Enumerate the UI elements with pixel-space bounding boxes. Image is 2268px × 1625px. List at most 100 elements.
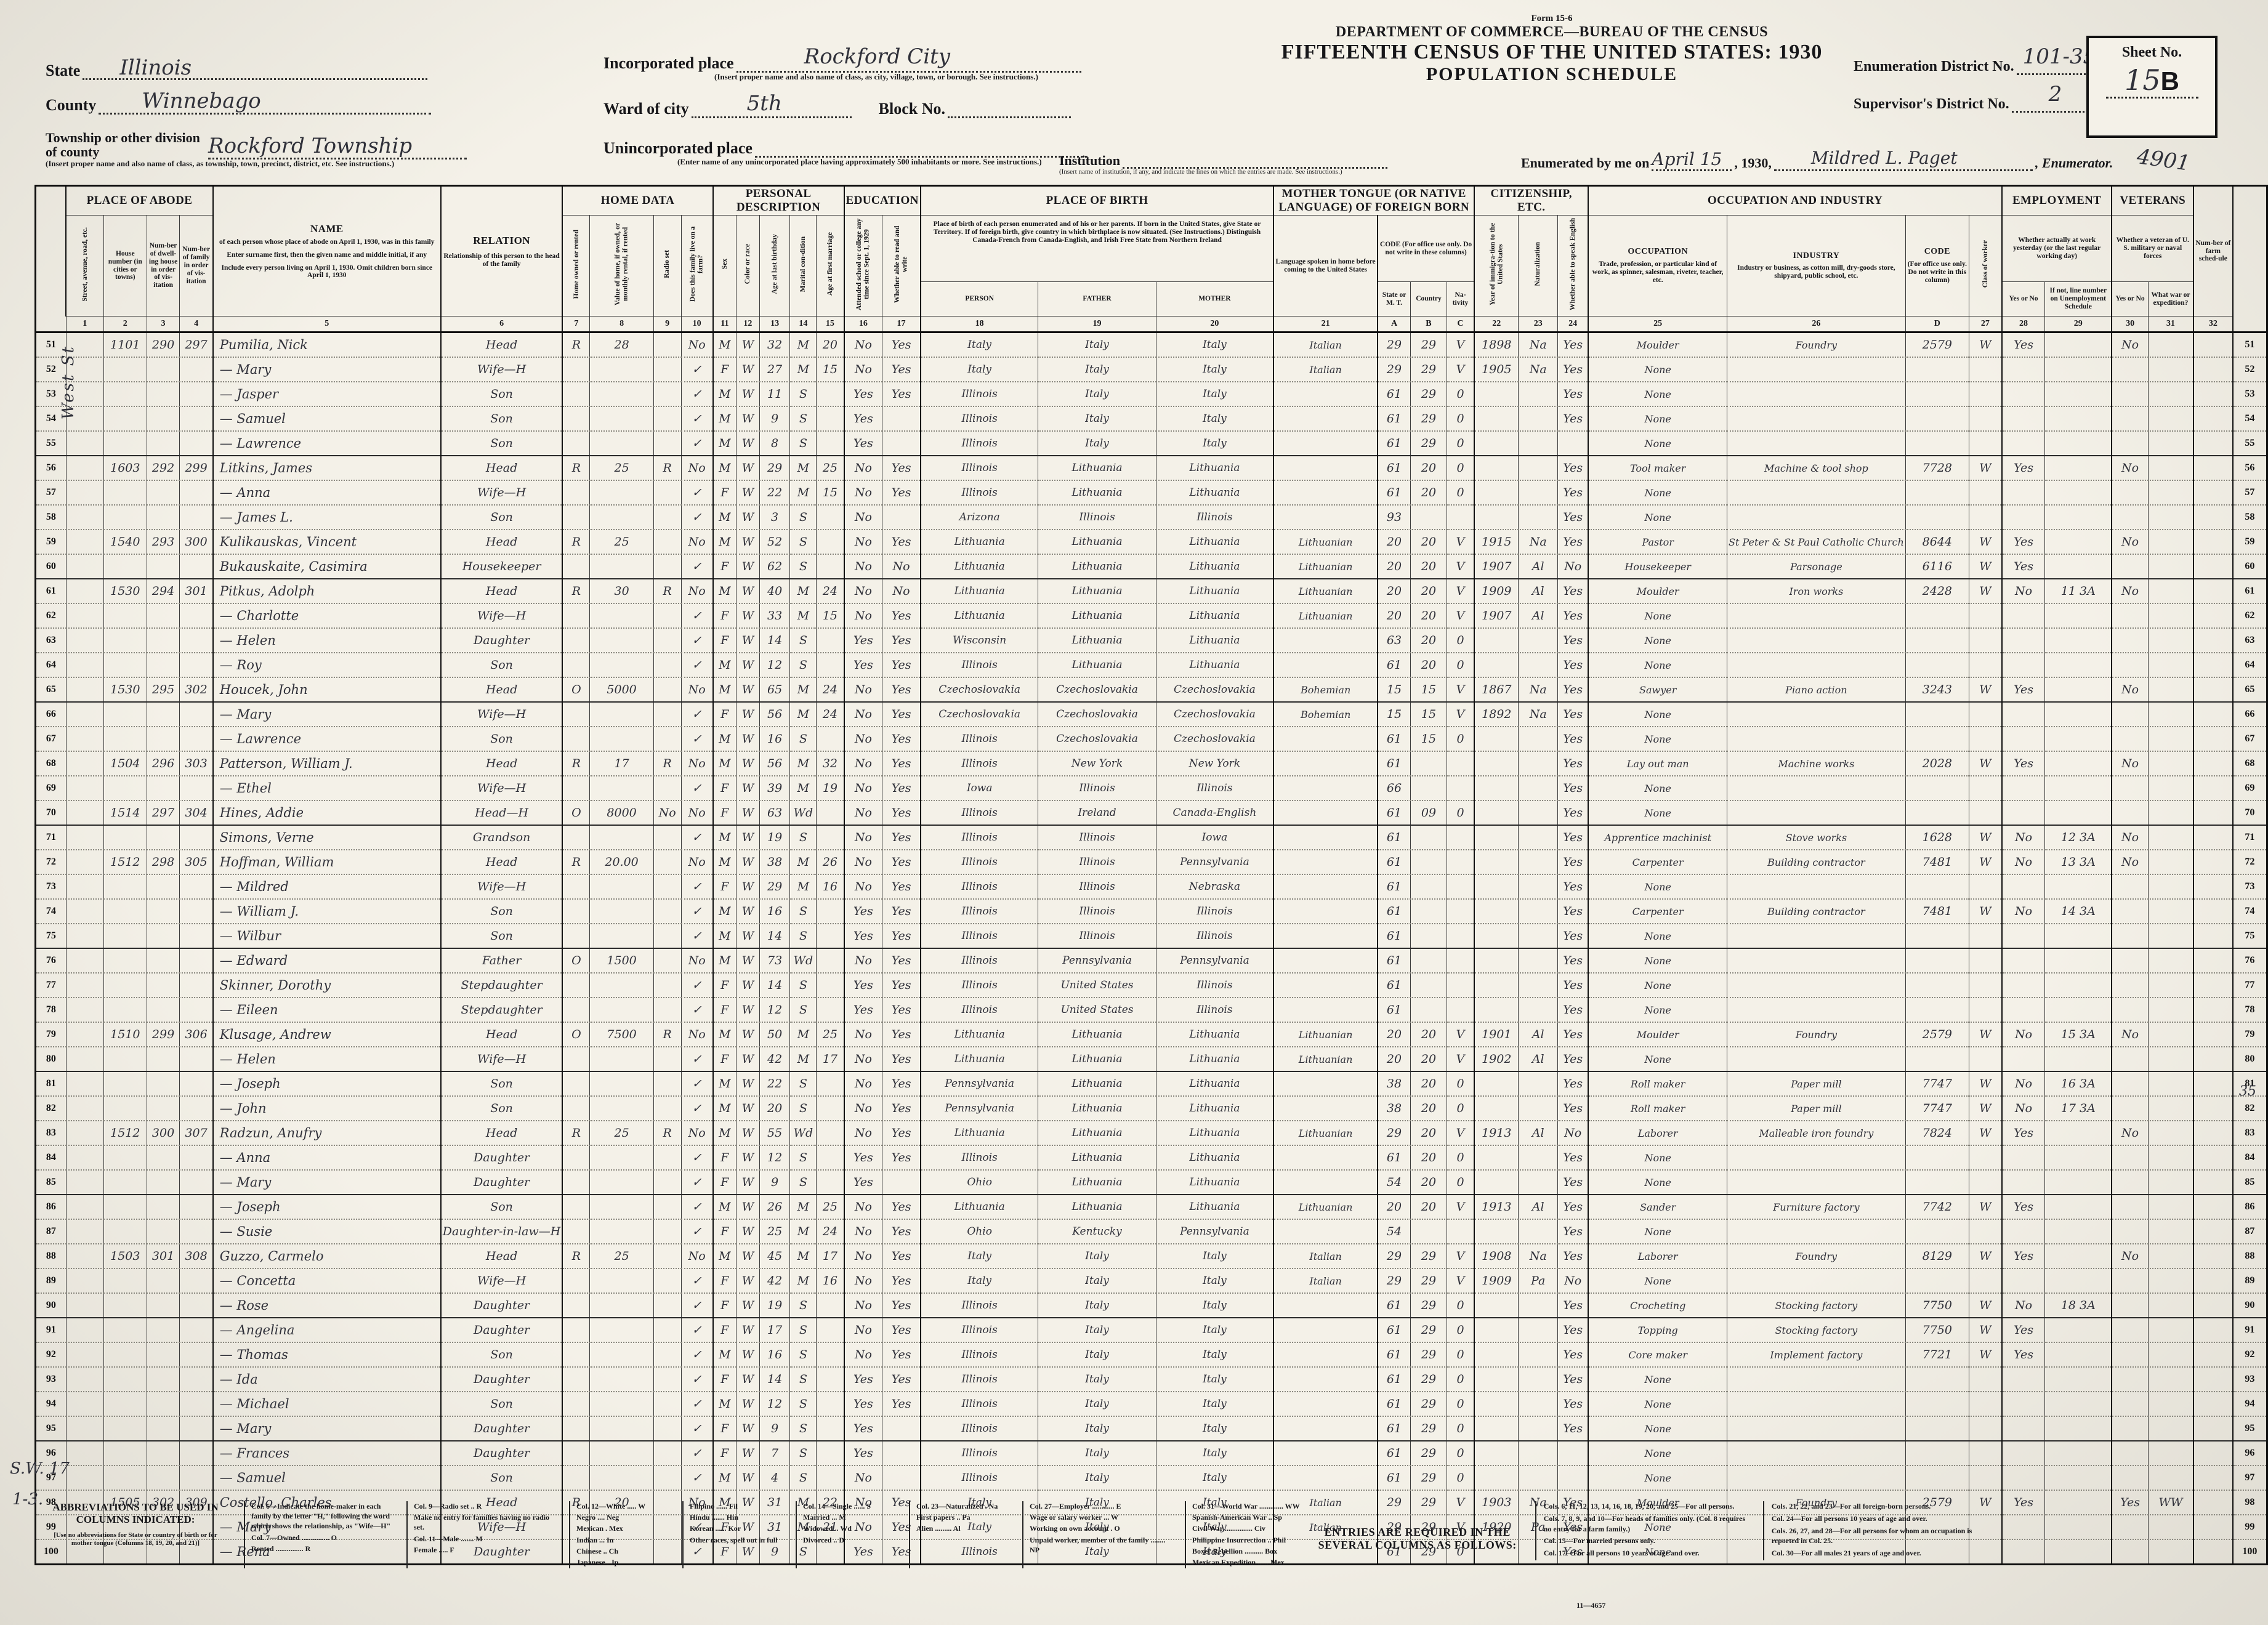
cell-ind (1727, 1539, 1906, 1565)
cell-name: — Concetta (212, 1268, 442, 1293)
cell-agem (816, 505, 845, 530)
cell-cb (1410, 776, 1447, 800)
cell-read: Yes (882, 653, 921, 677)
cell-nat (1518, 628, 1558, 653)
cell-name: — Helen (212, 1047, 442, 1071)
cell-dwelling (146, 1392, 180, 1416)
cell-age: 52 (759, 530, 791, 554)
cell-pob: Wisconsin (919, 628, 1039, 653)
footer-line: Col. 24—For all persons 10 years of age … (1771, 1514, 1927, 1523)
cell-war (2147, 1268, 2194, 1293)
cell-radio: R (653, 1022, 682, 1047)
cell-vet (2111, 1195, 2149, 1219)
cell-pobf: Lithuania (1038, 1195, 1156, 1219)
cell-nat (1518, 505, 1558, 530)
enumeration-date: April 15 (1652, 149, 1722, 169)
cell-pobm: Illinois (1155, 998, 1274, 1022)
cell-ln_l: 62 (35, 603, 67, 628)
cell-farm: ✓ (680, 406, 714, 431)
cell-family (179, 948, 214, 973)
cell-own: R (562, 1244, 591, 1268)
cell-cd (1905, 874, 1969, 899)
cell-farm: ✓ (680, 1096, 714, 1121)
cell-vet: No (2111, 825, 2149, 850)
col-number-farm: 10 (680, 316, 714, 333)
cell-read: Yes (882, 1121, 921, 1145)
cell-marital: M (789, 456, 817, 480)
cell-farm: No (680, 1022, 714, 1047)
cell-marital: S (789, 1145, 817, 1170)
cell-agem (816, 431, 845, 456)
col-number-own: 7 (562, 316, 591, 333)
cell-relation: Wife—H (440, 874, 563, 899)
cell-radio (653, 1342, 682, 1367)
cell-yr: 1907 (1474, 554, 1519, 579)
cell-cc: V (1446, 702, 1475, 727)
cell-cb: 29 (1410, 357, 1447, 382)
cell-cb: 20 (1410, 1096, 1447, 1121)
ed-label: Enumeration District No. (1854, 58, 2014, 75)
cell-sex: M (712, 899, 736, 924)
cell-ln_r: 71 (2232, 825, 2267, 850)
cell-color: W (735, 431, 760, 456)
footer-line: Married ... M (803, 1513, 846, 1522)
cell-yr: 1867 (1474, 677, 1519, 702)
cell-name: Houcek, John (212, 677, 442, 702)
cell-cc (1446, 825, 1475, 850)
cell-wkr: W (1968, 899, 2003, 924)
cell-farmno (2193, 1342, 2234, 1367)
cell-work: Yes (2001, 456, 2046, 480)
incorporated-label: Incorporated place (603, 54, 734, 72)
cell-family: 300 (179, 530, 214, 554)
cell-cc (1446, 874, 1475, 899)
cell-read: Yes (882, 825, 921, 850)
cell-own (562, 1539, 591, 1565)
cell-pob: Illinois (919, 1367, 1039, 1392)
cell-pob: Illinois (919, 456, 1039, 480)
cell-wkr (1968, 702, 2003, 727)
cell-house (103, 382, 147, 406)
cell-radio (653, 382, 682, 406)
cell-agem: 24 (816, 702, 845, 727)
cell-relation: Head (440, 579, 563, 603)
cell-name: — Samuel (212, 406, 442, 431)
cell-marital: S (789, 973, 817, 998)
cell-cb (1410, 825, 1447, 850)
cell-ca: 29 (1376, 1121, 1411, 1145)
cell-ln_r: 67 (2232, 727, 2267, 751)
cell-eng: Yes (1557, 998, 1589, 1022)
cell-relation: Head (440, 456, 563, 480)
cell-work (2001, 1416, 2046, 1441)
cell-eng: Yes (1557, 1392, 1589, 1416)
cell-name: — Lawrence (212, 727, 442, 751)
cell-ln_l: 80 (35, 1047, 67, 1071)
cell-street (65, 1047, 104, 1071)
table-row: 88 1503 301 308 Guzzo, Carmelo Head R 25 No M W 45 M… (35, 1244, 2267, 1268)
cell-read: Yes (882, 677, 921, 702)
cell-street (65, 1244, 104, 1268)
cell-street (65, 1121, 104, 1145)
cell-vet (2111, 603, 2149, 628)
cell-war (2147, 530, 2194, 554)
cell-farmno (2193, 800, 2234, 825)
cell-family (179, 1268, 214, 1293)
cell-sex: M (712, 579, 736, 603)
cell-vet (2111, 1145, 2149, 1170)
township-note: (Insert proper name and also name of cla… (46, 159, 395, 169)
cell-radio (653, 677, 682, 702)
cell-sex: F (712, 776, 736, 800)
cell-read: Yes (882, 973, 921, 998)
margin-note-bottom-2: 1-3. (12, 1490, 44, 1509)
cell-cd: 7747 (1905, 1071, 1969, 1096)
cell-nat: Na (1518, 677, 1558, 702)
cell-agem: 24 (816, 1219, 845, 1244)
cell-age: 3 (759, 505, 791, 530)
cell-unemp (2044, 1145, 2112, 1170)
cell-name: — Mary (212, 1416, 442, 1441)
cell-radio (653, 1539, 682, 1565)
cell-farm: ✓ (680, 1539, 714, 1565)
cell-yr (1474, 431, 1519, 456)
cell-ln_r: 74 (2232, 899, 2267, 924)
abbreviations-title-block: ABBREVIATIONS TO BE USED IN COLUMNS INDI… (43, 1501, 228, 1547)
cell-yr (1474, 751, 1519, 776)
